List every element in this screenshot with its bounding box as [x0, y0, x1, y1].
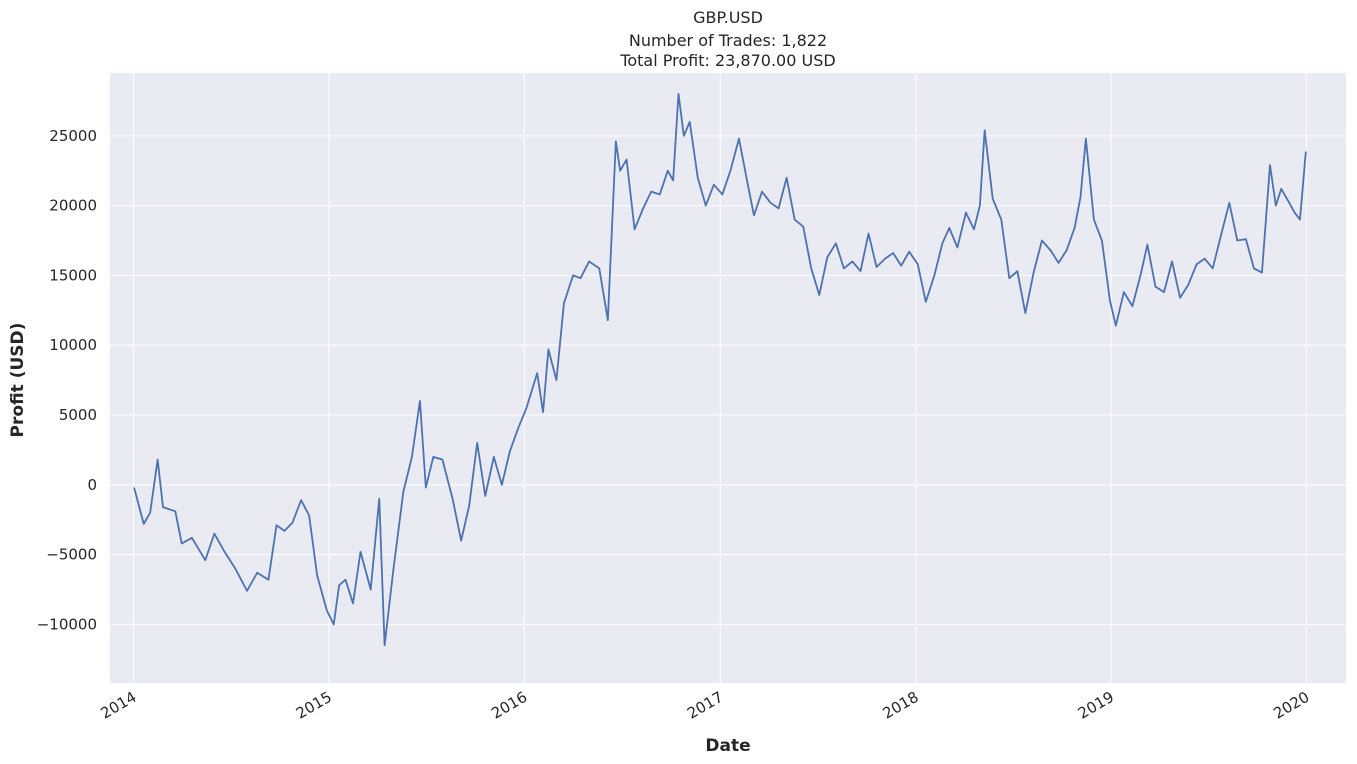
y-tick-labels: −10000 −5000 0 5000 10000 15000 20000 25000 [37, 127, 97, 634]
x-tick-label: 2020 [1270, 688, 1312, 723]
x-tick-label: 2015 [293, 688, 335, 723]
y-axis-label: Profit (USD) [8, 323, 28, 438]
series-line-0 [133, 93, 1307, 647]
x-tick-labels: 2014 2015 2016 2017 2018 2019 2020 [97, 688, 1312, 723]
y-tick-label: 10000 [49, 336, 97, 354]
y-tick-label: 0 [87, 476, 97, 494]
chart-title: GBP.USD [693, 8, 763, 27]
y-tick-label: −10000 [37, 615, 97, 633]
series-layer [133, 93, 1307, 647]
y-tick-label: 20000 [49, 197, 97, 215]
x-tick-label: 2014 [97, 688, 139, 723]
chart-subtitle-profit: Total Profit: 23,870.00 USD [619, 51, 835, 70]
x-axis-label: Date [705, 736, 750, 756]
y-tick-label: 5000 [59, 406, 97, 424]
chart-subtitle-trades: Number of Trades: 1,822 [629, 31, 827, 50]
x-tick-label: 2017 [684, 688, 726, 723]
x-tick-label: 2016 [488, 688, 530, 723]
plot-background [110, 73, 1346, 683]
y-tick-label: −5000 [46, 546, 97, 564]
y-tick-label: 15000 [49, 266, 97, 284]
y-tick-label: 25000 [49, 127, 97, 145]
grid [110, 73, 1346, 683]
x-tick-label: 2019 [1075, 688, 1117, 723]
x-tick-label: 2018 [880, 688, 922, 723]
